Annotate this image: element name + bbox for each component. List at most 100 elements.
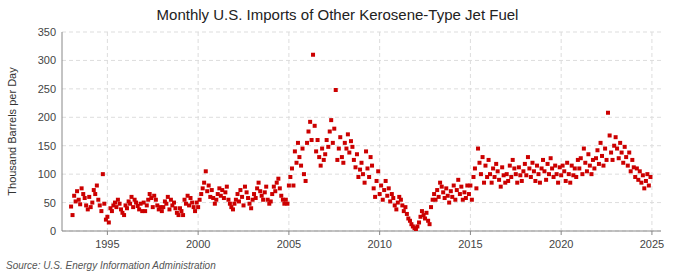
point [278,186,282,190]
point [369,155,373,159]
point [440,185,444,189]
point [334,88,338,92]
point [299,164,303,168]
point [308,120,312,124]
point [630,158,634,162]
point [338,135,342,139]
y-grid-line [62,231,661,232]
y-tick-label: 250 [38,83,56,95]
point [245,190,249,194]
point [242,203,246,207]
point [493,175,497,179]
point [352,158,356,162]
point [629,169,633,173]
x-tick [288,231,289,235]
point [471,175,475,179]
point [597,162,601,166]
point [331,141,335,145]
point [173,206,177,210]
point [196,205,200,209]
point [293,149,297,153]
point [189,196,193,200]
point [648,175,652,179]
point [198,198,202,202]
point [254,196,258,200]
point [555,172,559,176]
point [78,202,82,206]
point [214,198,218,202]
point [225,185,229,189]
point [511,158,515,162]
point [579,156,583,160]
point [508,164,512,168]
point [118,202,122,206]
point [143,209,147,213]
point [617,156,621,160]
point [464,196,468,200]
point [609,151,613,155]
point [154,198,158,202]
point [405,212,409,216]
point [329,118,333,122]
point [343,141,347,145]
point [523,162,527,166]
point [125,206,129,210]
point [520,179,524,183]
point [354,165,358,169]
point [441,190,445,194]
point [370,164,374,168]
point [297,155,301,159]
point [568,181,572,185]
point [429,205,433,209]
point [95,184,99,188]
point [470,198,474,202]
point [424,211,428,215]
point [161,205,165,209]
point [301,147,305,151]
point [199,192,203,196]
point [236,192,240,196]
point [605,158,609,162]
point [337,147,341,151]
point [387,186,391,190]
point [269,199,273,203]
point [490,181,494,185]
chart: Monthly U.S. Imports of Other Kerosene-T… [0,0,675,275]
point [518,173,522,177]
point [514,172,518,176]
point [87,195,91,199]
point [394,207,398,211]
point [378,192,382,196]
point [565,161,569,165]
point [285,202,289,206]
point [322,158,326,162]
point [527,166,531,170]
point [145,203,149,207]
x-tick [107,231,108,235]
point [249,206,253,210]
point [201,186,205,190]
point [314,149,318,153]
point [488,172,492,176]
point [167,207,171,211]
point [491,166,495,170]
point [276,177,280,181]
point [487,158,491,162]
point [620,151,624,155]
y-grid-line [62,60,661,61]
point [564,179,568,183]
point [458,192,462,196]
point [332,127,336,131]
point [586,152,590,156]
point [287,184,291,188]
point [356,175,360,179]
x-tick-label: 2000 [186,238,210,250]
point [232,202,236,206]
point [296,141,300,145]
point [193,209,197,213]
point [608,133,612,137]
point [474,186,478,190]
y-tick-label: 200 [38,111,56,123]
x-tick [651,231,652,235]
point [105,215,109,219]
